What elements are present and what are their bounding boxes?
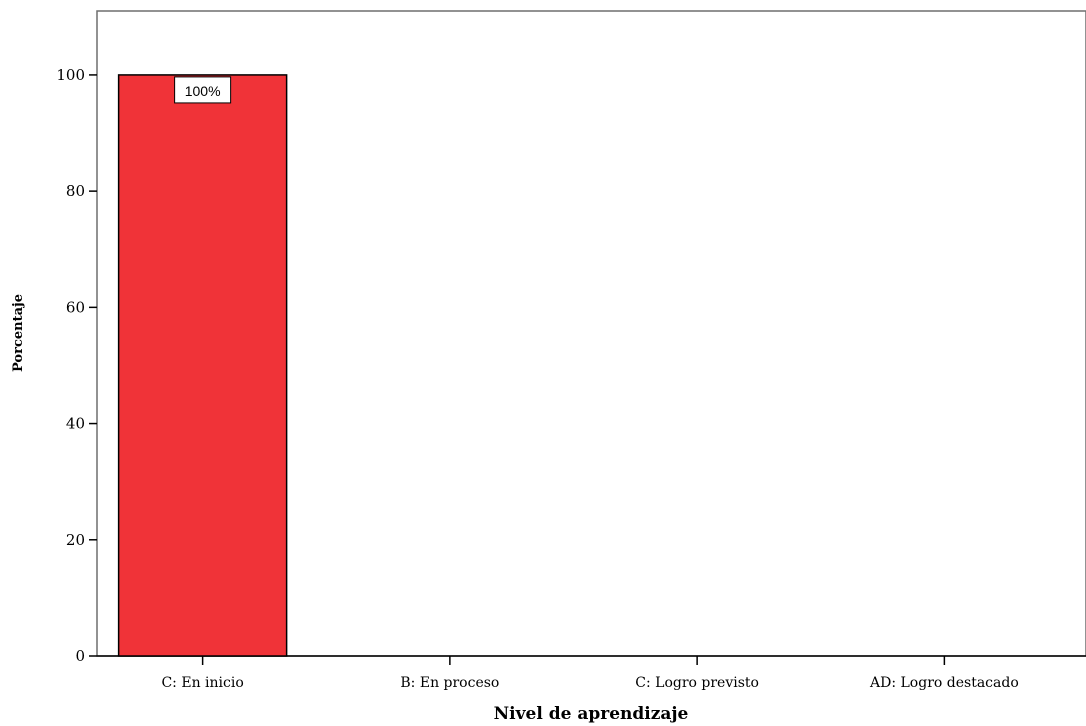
y-tick-label: 40 (66, 415, 85, 433)
x-tick-label: C: En inicio (161, 675, 243, 691)
data-labels: 100% (174, 76, 232, 104)
data-label: 100% (185, 83, 221, 99)
x-tick-label: B: En proceso (400, 675, 499, 691)
x-tick-label: AD: Logro destacado (869, 675, 1019, 691)
y-axis: 0 20 40 60 80 100 (56, 66, 97, 665)
y-tick-label: 80 (66, 182, 85, 200)
bars (117, 74, 288, 657)
x-axis: C: En inicio B: En proceso C: Logro previs… (97, 655, 1086, 691)
y-tick-label: 20 (66, 531, 85, 549)
y-tick-label: 0 (75, 647, 85, 665)
bar (117, 74, 288, 657)
data-label-box (174, 76, 232, 104)
y-axis-title: Porcentaje (11, 294, 26, 372)
y-tick-label: 60 (66, 298, 85, 316)
y-tick-label: 100 (56, 66, 85, 84)
x-axis-title: Nivel de aprendizaje (494, 704, 689, 724)
x-tick-label: C: Logro previsto (635, 675, 759, 691)
